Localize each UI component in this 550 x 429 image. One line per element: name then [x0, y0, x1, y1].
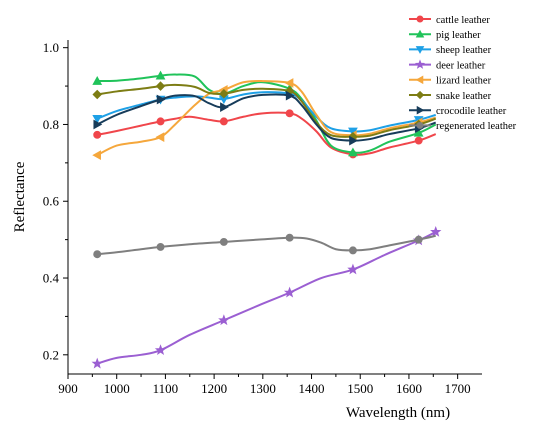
series-snake-leather: [92, 81, 437, 142]
x-tick-label: 1300: [250, 381, 276, 396]
legend-label: crocodile leather: [436, 106, 507, 117]
legend-marker-snake-leather: [415, 90, 425, 100]
x-tick-label: 1500: [347, 381, 373, 396]
x-tick-label: 1700: [445, 381, 471, 396]
legend-item-deer-leather: deer leather: [409, 59, 486, 71]
legend: cattle leather pig leather sheep leather de…: [409, 15, 517, 132]
data-point-cattle-leather: [93, 130, 102, 139]
data-point-snake-leather: [219, 88, 229, 99]
x-tick-label: 1100: [153, 381, 179, 396]
series-crocodile-leather: [93, 90, 437, 146]
y-tick-label: 1.0: [43, 40, 59, 55]
x-tick-label: 900: [58, 381, 78, 396]
data-point-lizard-leather: [284, 78, 294, 88]
data-point-crocodile-leather: [285, 90, 295, 101]
legend-item-cattle-leather: cattle leather: [409, 15, 490, 26]
data-point-lizard-leather: [155, 132, 165, 143]
data-point-pig-leather: [155, 70, 166, 80]
y-tick-label: 0.6: [43, 194, 60, 209]
y-tick-label: 0.8: [43, 117, 59, 132]
x-tick-label: 1000: [104, 381, 130, 396]
data-point-deer-leather: [154, 344, 167, 356]
x-axis-ticks: 900 1000 1100 1200 1300 1400 1500 1600 1700: [58, 374, 471, 396]
legend-item-sheep-leather: sheep leather: [409, 45, 492, 56]
x-tick-label: 1600: [396, 381, 422, 396]
data-point-crocodile-leather: [220, 102, 229, 113]
y-axis-ticks: 0.2 0.4 0.6 0.8 1.0: [43, 40, 68, 362]
data-point-deer-leather: [283, 286, 296, 298]
legend-item-crocodile-leather: crocodile leather: [409, 105, 507, 117]
data-point-regenerated-leather: [93, 250, 102, 259]
series-line-crocodile-leather: [96, 93, 437, 142]
data-point-snake-leather: [92, 89, 102, 100]
data-point-crocodile-leather: [156, 94, 166, 105]
data-point-regenerated-leather: [156, 242, 165, 251]
data-point-crocodile-leather: [349, 135, 358, 146]
series-line-sheep-leather: [96, 91, 437, 133]
legend-label: pig leather: [436, 30, 481, 41]
data-point-regenerated-leather: [348, 246, 357, 255]
series-regenerated-leather: [93, 233, 436, 259]
series-line-regenerated-leather: [97, 234, 436, 256]
data-point-deer-leather: [91, 357, 103, 369]
data-point-pig-leather: [413, 127, 424, 137]
data-point-deer-leather: [347, 263, 359, 275]
data-point-crocodile-leather: [93, 119, 103, 130]
legend-marker-deer-leather: [414, 59, 426, 69]
legend-label: regenerated leather: [436, 121, 517, 132]
x-axis-title: Wavelength (nm): [346, 405, 450, 421]
plot-series: [91, 70, 442, 369]
legend-label: lizard leather: [436, 76, 492, 87]
data-point-deer-leather: [218, 314, 230, 326]
data-point-snake-leather: [155, 81, 166, 91]
legend-label: sheep leather: [436, 45, 492, 56]
legend-marker-lizard-leather: [415, 75, 424, 85]
legend-label: snake leather: [436, 91, 492, 102]
data-point-cattle-leather: [414, 136, 423, 145]
data-point-deer-leather: [430, 225, 442, 237]
data-point-pig-leather: [92, 76, 103, 85]
series-cattle-leather: [93, 109, 437, 159]
data-point-cattle-leather: [219, 117, 228, 126]
legend-label: deer leather: [436, 60, 486, 71]
y-tick-label: 0.4: [43, 271, 60, 286]
x-tick-label: 1400: [299, 381, 325, 396]
series-line-deer-leather: [96, 231, 437, 365]
series-line-cattle-leather: [97, 111, 437, 156]
legend-marker-regenerated-leather: [416, 121, 424, 129]
y-tick-label: 0.2: [43, 347, 59, 362]
legend-item-regenerated-leather: regenerated leather: [409, 121, 517, 132]
data-point-lizard-leather: [92, 150, 101, 161]
data-point-regenerated-leather: [285, 233, 294, 242]
data-point-pig-leather: [348, 147, 358, 157]
series-lizard-leather: [92, 78, 437, 161]
x-tick-label: 1200: [201, 381, 227, 396]
data-point-cattle-leather: [285, 109, 294, 118]
axes: [67, 40, 482, 375]
legend-marker-cattle-leather: [416, 15, 424, 23]
legend-label: cattle leather: [436, 15, 490, 26]
legend-item-snake-leather: snake leather: [409, 91, 492, 102]
legend-item-pig-leather: pig leather: [409, 29, 481, 41]
data-point-cattle-leather: [156, 117, 165, 126]
legend-marker-sheep-leather: [415, 46, 425, 54]
legend-marker-pig-leather: [415, 29, 425, 38]
data-point-regenerated-leather: [414, 235, 423, 244]
data-point-regenerated-leather: [219, 237, 228, 246]
y-axis-title: Reflectance: [12, 161, 28, 232]
data-point-sheep-leather: [92, 114, 103, 124]
legend-item-lizard-leather: lizard leather: [409, 75, 492, 87]
legend-marker-crocodile-leather: [416, 105, 425, 115]
